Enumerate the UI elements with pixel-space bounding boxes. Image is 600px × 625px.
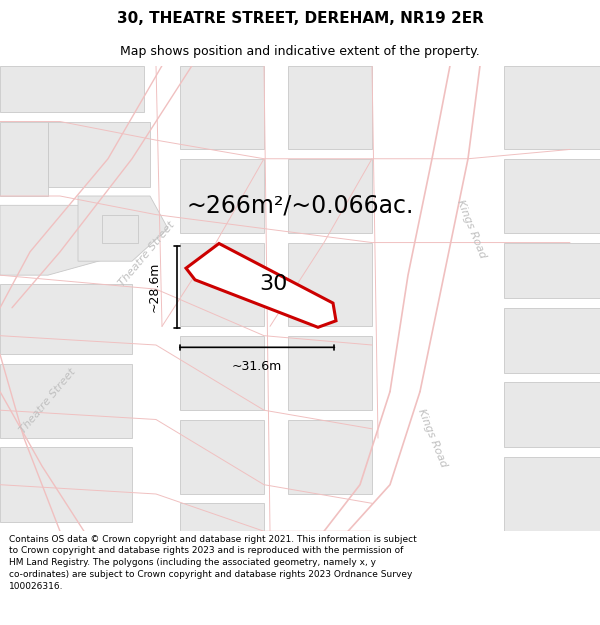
Polygon shape bbox=[504, 308, 600, 373]
Text: Kings Road: Kings Road bbox=[455, 198, 487, 259]
Text: Map shows position and indicative extent of the property.: Map shows position and indicative extent… bbox=[120, 45, 480, 58]
Polygon shape bbox=[504, 159, 600, 233]
Polygon shape bbox=[102, 214, 138, 243]
Polygon shape bbox=[0, 205, 132, 275]
Polygon shape bbox=[180, 66, 264, 149]
Text: Contains OS data © Crown copyright and database right 2021. This information is : Contains OS data © Crown copyright and d… bbox=[9, 534, 416, 591]
Polygon shape bbox=[180, 242, 264, 326]
Polygon shape bbox=[180, 503, 264, 531]
Polygon shape bbox=[504, 242, 600, 298]
Text: 30: 30 bbox=[259, 274, 287, 294]
Text: 30, THEATRE STREET, DEREHAM, NR19 2ER: 30, THEATRE STREET, DEREHAM, NR19 2ER bbox=[116, 11, 484, 26]
Polygon shape bbox=[78, 196, 168, 261]
Polygon shape bbox=[0, 66, 144, 112]
Polygon shape bbox=[48, 121, 150, 187]
Text: Theatre Street: Theatre Street bbox=[117, 220, 177, 289]
Polygon shape bbox=[288, 419, 372, 494]
Polygon shape bbox=[180, 419, 264, 494]
Polygon shape bbox=[0, 364, 132, 438]
Text: ~31.6m: ~31.6m bbox=[232, 361, 282, 373]
Text: Kings Road: Kings Road bbox=[416, 408, 448, 469]
Polygon shape bbox=[0, 448, 132, 522]
Text: ~266m²/~0.066ac.: ~266m²/~0.066ac. bbox=[187, 193, 413, 218]
Polygon shape bbox=[288, 66, 372, 149]
Polygon shape bbox=[504, 457, 600, 531]
Text: Theatre Street: Theatre Street bbox=[18, 367, 78, 435]
Text: ~28.6m: ~28.6m bbox=[148, 262, 161, 312]
Polygon shape bbox=[288, 242, 372, 326]
Polygon shape bbox=[0, 121, 48, 196]
Polygon shape bbox=[504, 66, 600, 149]
Polygon shape bbox=[186, 244, 336, 328]
Polygon shape bbox=[180, 159, 264, 233]
Polygon shape bbox=[0, 284, 132, 354]
Polygon shape bbox=[504, 382, 600, 448]
Polygon shape bbox=[288, 336, 372, 410]
Polygon shape bbox=[288, 159, 372, 233]
Polygon shape bbox=[180, 336, 264, 410]
